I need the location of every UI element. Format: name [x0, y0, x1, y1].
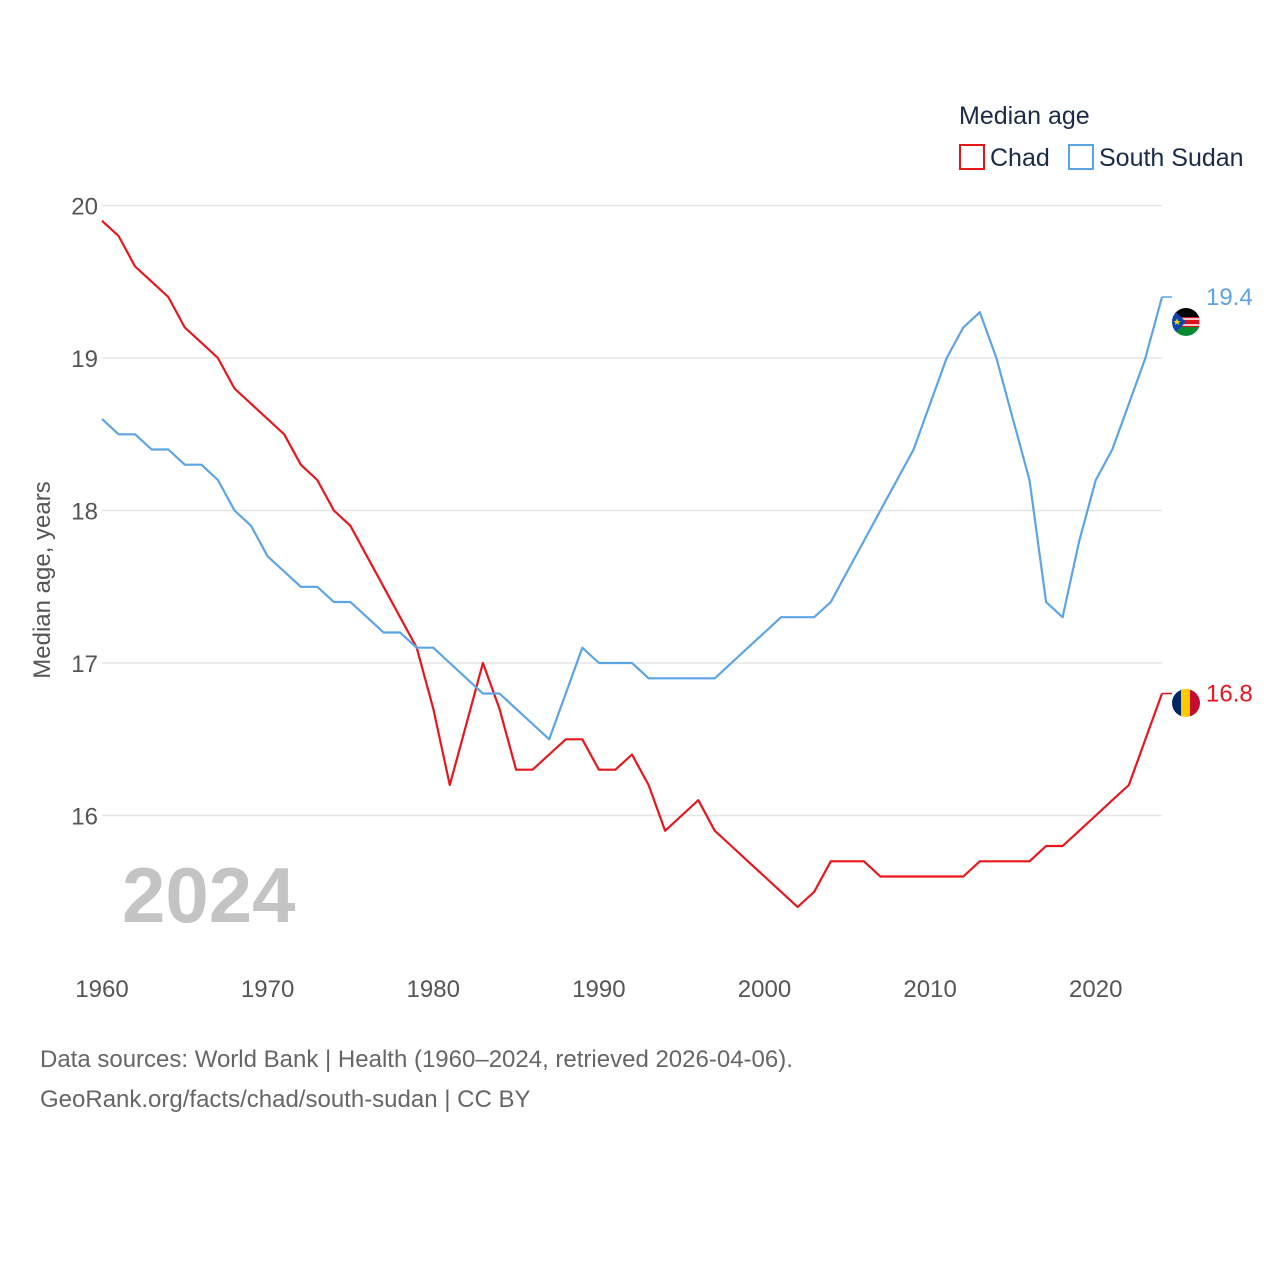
chad-flag-icon: [1172, 689, 1200, 717]
y-tick-label: 19: [71, 346, 98, 373]
legend-swatch-south-sudan: [1068, 144, 1094, 170]
legend: Median age Chad South Sudan: [959, 102, 1244, 172]
data-source-text: Data sources: World Bank | Health (1960–…: [40, 1046, 793, 1073]
legend-swatch-chad: [959, 144, 985, 170]
x-tick-label: 2000: [738, 976, 791, 1003]
x-tick-label: 1960: [75, 976, 128, 1003]
series-line-chad: [101, 219, 1164, 909]
x-tick-label: 1970: [241, 976, 294, 1003]
y-tick-label: 17: [71, 651, 98, 678]
end-labels: 16.8 19.4: [1162, 284, 1253, 708]
y-tick-label: 16: [71, 804, 98, 831]
legend-label-south-sudan: South Sudan: [1099, 144, 1244, 172]
x-tick-label: 2020: [1069, 976, 1122, 1003]
x-axis-ticks: 1960 1970 1980 1990 2000 2010 2020: [75, 976, 1122, 1003]
credit-text: GeoRank.org/facts/chad/south-sudan | CC …: [40, 1086, 531, 1113]
x-tick-label: 1990: [572, 976, 625, 1003]
legend-title: Median age: [959, 102, 1090, 130]
y-tick-label: 18: [71, 499, 98, 526]
series-lines: [101, 219, 1164, 909]
y-axis-title: Median age, years: [29, 481, 56, 678]
series-line-south-sudan: [101, 296, 1164, 741]
legend-label-chad: Chad: [990, 144, 1050, 172]
y-axis-ticks: 16 17 18 19 20: [71, 194, 98, 831]
current-year-label: 2024: [122, 851, 296, 939]
end-value-label: 19.4: [1206, 284, 1253, 311]
end-value-label: 16.8: [1206, 681, 1253, 708]
y-tick-label: 20: [71, 194, 98, 221]
gridlines: [102, 204, 1162, 817]
x-tick-label: 1980: [407, 976, 460, 1003]
south-sudan-flag-icon: [1172, 308, 1200, 336]
x-tick-label: 2010: [903, 976, 956, 1003]
